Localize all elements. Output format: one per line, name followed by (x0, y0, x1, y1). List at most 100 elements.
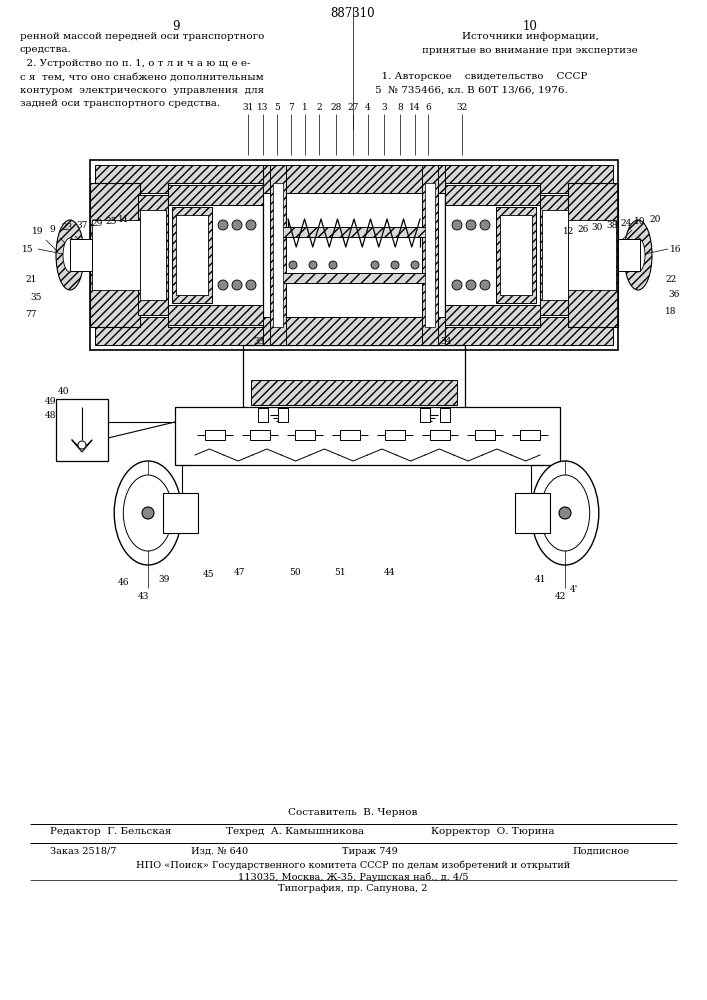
Bar (243, 345, 465, 410)
Bar (168, 305, 263, 325)
Text: Тираж 749: Тираж 749 (342, 847, 398, 856)
Text: Источники информации,: Источники информации, (462, 32, 598, 41)
Bar (422, 165, 438, 345)
Bar (475, 430, 495, 440)
Bar (258, 408, 268, 422)
Text: 51: 51 (334, 568, 346, 577)
Text: 30: 30 (591, 223, 602, 232)
Text: 3: 3 (381, 103, 387, 112)
Text: Корректор  О. Тюрина: Корректор О. Тюрина (431, 827, 555, 836)
Bar (430, 430, 450, 440)
Circle shape (452, 280, 462, 290)
Bar (263, 317, 445, 345)
Text: Заказ 2518/7: Заказ 2518/7 (50, 847, 117, 856)
Bar (542, 210, 568, 300)
Text: 9: 9 (49, 225, 55, 234)
Bar (445, 183, 540, 327)
Circle shape (452, 220, 462, 230)
Text: задней оси транспортного средства.: задней оси транспортного средства. (20, 100, 220, 108)
Bar (445, 185, 540, 205)
Bar (205, 430, 225, 440)
Ellipse shape (624, 220, 652, 290)
Text: 2. Устройство по п. 1, о т л и ч а ю щ е е-: 2. Устройство по п. 1, о т л и ч а ю щ е… (20, 59, 250, 68)
Text: 15: 15 (22, 245, 34, 254)
Bar (273, 227, 435, 237)
Text: контуром  электрического  управления  для: контуром электрического управления для (20, 86, 264, 95)
Bar (540, 195, 570, 315)
Ellipse shape (56, 220, 84, 290)
Circle shape (371, 261, 379, 269)
Text: 1. Авторское    свидетельство    СССР: 1. Авторское свидетельство СССР (375, 72, 588, 81)
Ellipse shape (123, 475, 173, 551)
Circle shape (232, 220, 242, 230)
Bar (500, 215, 532, 295)
Bar (273, 183, 283, 327)
Text: 19: 19 (33, 227, 44, 236)
Text: ренной массой передней оси транспортного: ренной массой передней оси транспортного (20, 32, 264, 41)
Text: 44: 44 (384, 568, 396, 577)
Text: 38: 38 (607, 221, 618, 230)
Text: 2: 2 (316, 103, 322, 112)
Text: НПО «Поиск» Государственного комитета СССР по делам изобретений и открытий: НПО «Поиск» Государственного комитета СС… (136, 860, 570, 869)
Text: 1: 1 (302, 103, 308, 112)
Text: 31: 31 (243, 103, 254, 112)
Text: 29: 29 (91, 219, 103, 228)
Bar (618, 239, 640, 271)
Text: принятые во внимание при экспертизе: принятые во внимание при экспертизе (422, 46, 638, 55)
Text: Подписное: Подписное (573, 847, 630, 856)
Text: 12: 12 (563, 227, 575, 236)
Bar (445, 305, 540, 325)
Bar (168, 185, 263, 205)
Text: 41: 41 (535, 575, 547, 584)
Bar (263, 165, 445, 193)
Text: 20: 20 (649, 215, 660, 224)
Text: 77: 77 (25, 310, 37, 319)
Ellipse shape (115, 461, 182, 565)
Text: 9: 9 (173, 20, 180, 33)
Bar (176, 215, 208, 295)
Text: 39: 39 (158, 575, 170, 584)
Bar (440, 408, 450, 422)
Text: 47: 47 (234, 568, 246, 577)
Bar (250, 430, 270, 440)
Circle shape (246, 220, 256, 230)
Text: 5: 5 (274, 103, 280, 112)
Text: 5  № 735466, кл. В 60Т 13/66, 1976.: 5 № 735466, кл. В 60Т 13/66, 1976. (375, 86, 568, 95)
Circle shape (232, 280, 242, 290)
Circle shape (329, 261, 337, 269)
Circle shape (480, 280, 490, 290)
Bar (95, 165, 613, 193)
Text: 26: 26 (578, 225, 589, 234)
Bar (515, 493, 550, 533)
Text: Составитель  В. Чернов: Составитель В. Чернов (288, 808, 418, 817)
Text: 10: 10 (522, 20, 537, 33)
Circle shape (480, 220, 490, 230)
Circle shape (466, 280, 476, 290)
Text: Редактор  Г. Бельская: Редактор Г. Бельская (50, 827, 171, 836)
Text: 4': 4' (570, 585, 578, 594)
Text: 11: 11 (118, 215, 130, 224)
Text: 37: 37 (76, 221, 88, 230)
Text: 46: 46 (118, 578, 129, 587)
Text: 27: 27 (347, 103, 358, 112)
Text: 45: 45 (203, 570, 215, 579)
Text: 14: 14 (409, 103, 421, 112)
Text: Изд. № 640: Изд. № 640 (192, 847, 249, 856)
Bar (56, 399, 108, 461)
Circle shape (411, 261, 419, 269)
Bar (175, 407, 560, 465)
Text: 22: 22 (665, 275, 677, 284)
Bar (92, 220, 140, 290)
Bar (172, 207, 212, 303)
Bar (163, 493, 198, 533)
Text: 21: 21 (25, 275, 36, 284)
Text: 7: 7 (288, 103, 294, 112)
Bar (420, 408, 430, 422)
Bar (138, 195, 168, 315)
Bar (168, 183, 263, 327)
Bar (273, 273, 435, 283)
Text: 13: 13 (257, 103, 269, 112)
Text: 18: 18 (665, 307, 677, 316)
Text: 36: 36 (668, 290, 679, 299)
Text: 10: 10 (634, 217, 645, 226)
